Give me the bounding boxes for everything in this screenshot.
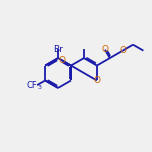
Text: Br: Br — [53, 45, 63, 54]
Text: O: O — [58, 56, 65, 65]
Text: O: O — [101, 45, 108, 54]
Text: O: O — [93, 76, 100, 85]
Text: 3: 3 — [37, 85, 41, 90]
Text: O: O — [119, 46, 126, 55]
Text: CF: CF — [26, 81, 37, 90]
